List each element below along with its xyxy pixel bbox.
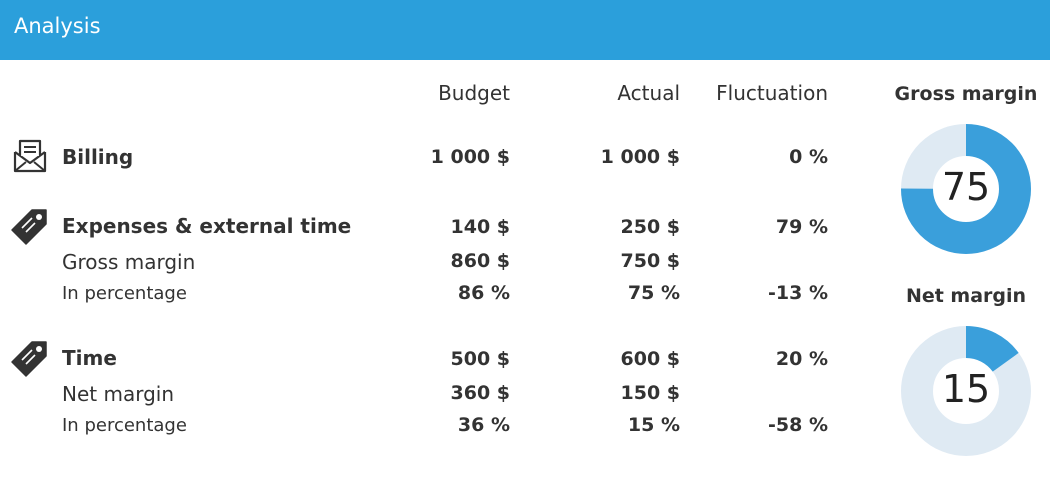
net-margin-label: Net margin xyxy=(62,382,175,406)
section-label-time: Time xyxy=(62,346,117,370)
gross-margin-label: Gross margin xyxy=(62,250,196,274)
net-margin-actual: 150 $ xyxy=(620,382,681,404)
header-title: Analysis xyxy=(14,14,101,38)
net-margin-gauge-title: Net margin xyxy=(905,285,1027,307)
net-margin-gauge-fill xyxy=(901,326,1031,456)
time-actual: 600 $ xyxy=(620,348,681,370)
gross-margin-percentage-actual: 75 % xyxy=(627,282,680,304)
net-margin-percentage-budget: 36 % xyxy=(457,414,510,436)
billing-actual: 1 000 $ xyxy=(600,146,680,168)
column-header-fluctuation: Fluctuation xyxy=(716,81,828,105)
section-label-billing: Billing xyxy=(62,145,134,169)
invoice-envelope-icon xyxy=(13,139,47,173)
gross-margin-budget: 860 $ xyxy=(450,250,511,272)
gross-margin-percentage-budget: 86 % xyxy=(457,282,510,304)
expenses-fluctuation: 79 % xyxy=(775,216,828,238)
header-bar: Analysis xyxy=(0,0,1050,60)
time-fluctuation: 20 % xyxy=(775,348,828,370)
column-header-budget: Budget xyxy=(438,81,510,105)
net-margin-percentage-actual: 15 % xyxy=(627,414,680,436)
column-header-actual: Actual xyxy=(617,81,680,105)
billing-fluctuation: 0 % xyxy=(789,146,828,168)
expenses-budget: 140 $ xyxy=(450,216,511,238)
gross-margin-gauge-title: Gross margin xyxy=(894,83,1038,105)
gross-margin-gauge-fill xyxy=(901,124,1031,254)
net-margin-percentage-fluctuation: -58 % xyxy=(768,414,828,436)
net-margin-gauge xyxy=(901,326,1031,456)
gross-margin-actual: 750 $ xyxy=(620,250,681,272)
price-tag-icon xyxy=(11,341,47,377)
expenses-actual: 250 $ xyxy=(620,216,681,238)
net-margin-budget: 360 $ xyxy=(450,382,511,404)
gross-margin-gauge-value: 75 xyxy=(941,165,991,209)
gross-margin-percentage-label: In percentage xyxy=(62,283,187,304)
net-margin-gauge-value: 15 xyxy=(941,367,991,411)
gross-margin-percentage-fluctuation: -13 % xyxy=(768,282,828,304)
billing-budget: 1 000 $ xyxy=(430,146,510,168)
net-margin-percentage-label: In percentage xyxy=(62,415,187,436)
time-budget: 500 $ xyxy=(450,348,511,370)
gross-margin-gauge xyxy=(901,124,1031,254)
price-tag-icon xyxy=(11,209,47,245)
section-label-expenses: Expenses & external time xyxy=(62,214,352,238)
